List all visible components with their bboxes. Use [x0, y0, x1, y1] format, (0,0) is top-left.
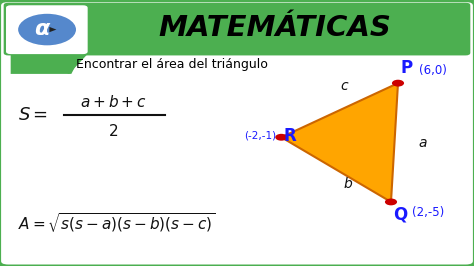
Polygon shape [282, 83, 398, 202]
Text: Encontrar el área del triángulo: Encontrar el área del triángulo [76, 58, 268, 71]
Text: c: c [340, 80, 348, 93]
Circle shape [275, 134, 287, 141]
Text: α: α [34, 19, 50, 39]
Polygon shape [11, 51, 83, 74]
Text: $2$: $2$ [108, 123, 118, 139]
FancyBboxPatch shape [4, 3, 470, 55]
Polygon shape [49, 27, 56, 32]
Circle shape [392, 80, 404, 86]
Text: b: b [344, 177, 352, 191]
Polygon shape [22, 51, 90, 74]
Text: P: P [401, 59, 412, 77]
Text: (-2,-1): (-2,-1) [245, 131, 277, 141]
Text: Q: Q [393, 206, 408, 224]
Text: MATEMÁTICAS: MATEMÁTICAS [158, 14, 391, 42]
Text: R: R [283, 127, 296, 145]
Text: $\mathit{a} + \mathit{b} + \mathit{c}$: $\mathit{a} + \mathit{b} + \mathit{c}$ [80, 94, 146, 110]
Text: (2,-5): (2,-5) [412, 206, 444, 219]
Circle shape [385, 198, 397, 205]
Text: a: a [418, 136, 427, 149]
Text: $\mathit{A} = \sqrt{\mathit{s}(\mathit{s}-\mathit{a})(\mathit{s}-\mathit{b})(\ma: $\mathit{A} = \sqrt{\mathit{s}(\mathit{s… [18, 211, 216, 235]
Text: (6,0): (6,0) [419, 64, 447, 77]
Text: $\mathit{S} =$: $\mathit{S} =$ [18, 106, 48, 124]
FancyBboxPatch shape [6, 5, 88, 54]
Circle shape [17, 13, 77, 47]
